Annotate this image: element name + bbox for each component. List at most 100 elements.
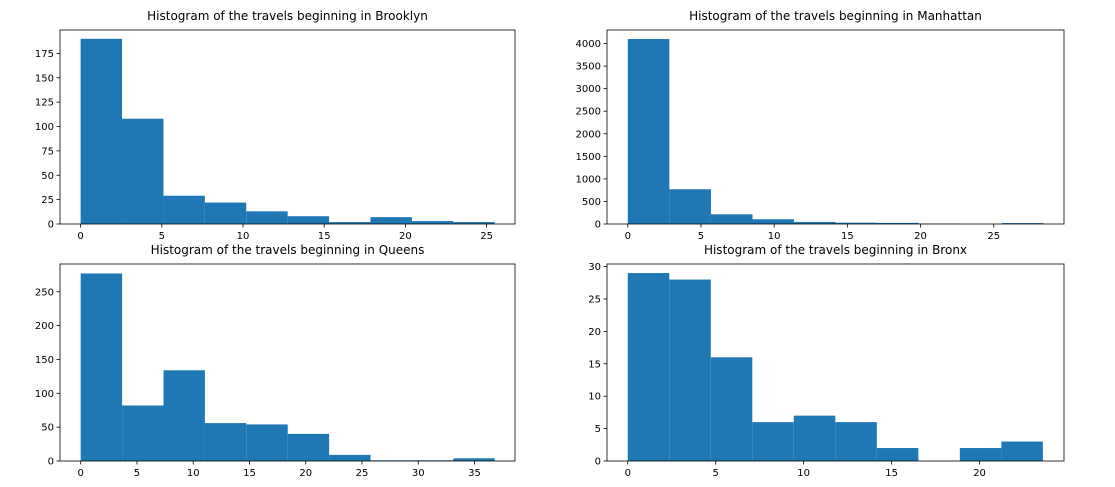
x-tick-label: 25: [480, 231, 493, 242]
subplot-bronx: Histogram of the travels beginning in Br…: [588, 243, 1065, 479]
y-tick-label: 75: [41, 146, 54, 157]
histogram-bar: [80, 38, 123, 225]
x-tick-label: 5: [134, 468, 140, 479]
y-tick-label: 3000: [576, 84, 601, 95]
axes-frame: [59, 263, 516, 462]
y-tick-label: 0: [595, 220, 601, 231]
histogram-bar: [204, 423, 247, 461]
y-tick-label: 1500: [576, 152, 601, 163]
x-tick-label: 20: [914, 231, 927, 242]
histogram-bar: [710, 357, 753, 461]
histogram-bar: [370, 217, 412, 224]
histogram-bar: [246, 211, 288, 224]
histogram-bar: [627, 39, 670, 224]
x-tick-label: 15: [841, 231, 854, 242]
x-tick-label: 0: [625, 231, 631, 242]
x-tick-label: 25: [987, 231, 1000, 242]
axes-frame: [606, 29, 1065, 225]
x-tick-label: 10: [187, 468, 200, 479]
y-tick-label: 1000: [576, 174, 601, 185]
y-tick-label: 15: [588, 359, 601, 370]
histogram-bar: [453, 222, 495, 224]
histogram-bar: [80, 273, 123, 461]
y-tick-label: 3500: [576, 62, 601, 73]
x-tick-label: 20: [399, 231, 412, 242]
subplot-brooklyn: Histogram of the travels beginning in Br…: [35, 9, 516, 242]
x-tick-label: 10: [797, 468, 810, 479]
x-tick-label: 0: [77, 231, 83, 242]
subplot-queens: Histogram of the travels beginning in Qu…: [35, 243, 516, 479]
x-tick-label: 5: [713, 468, 719, 479]
axes-frame: [59, 29, 516, 225]
x-tick-label: 20: [299, 468, 312, 479]
y-tick-label: 500: [582, 197, 601, 208]
histogram-bar: [122, 118, 164, 224]
histogram-bar: [835, 422, 877, 461]
histogram-bar: [752, 422, 794, 461]
histogram-bar: [876, 448, 919, 461]
y-tick-label: 200: [35, 321, 54, 332]
y-tick-label: 175: [35, 49, 54, 60]
x-tick-label: 15: [243, 468, 256, 479]
histogram-bar: [287, 216, 330, 224]
histogram-bar: [163, 370, 205, 461]
histogram-bar: [877, 222, 919, 224]
x-tick-label: 5: [159, 231, 165, 242]
chart-title: Histogram of the travels beginning in Br…: [147, 9, 428, 23]
y-tick-label: 250: [35, 287, 54, 298]
y-tick-label: 150: [35, 355, 54, 366]
y-tick-label: 0: [595, 457, 601, 468]
x-tick-label: 10: [237, 231, 250, 242]
histogram-bar: [246, 424, 288, 461]
y-tick-label: 10: [588, 392, 601, 403]
y-tick-label: 4000: [576, 39, 601, 50]
y-tick-label: 0: [48, 220, 54, 231]
chart-title: Histogram of the travels beginning in Qu…: [151, 243, 425, 257]
x-tick-label: 15: [318, 231, 331, 242]
histogram-bar: [411, 221, 454, 224]
x-tick-label: 0: [625, 468, 631, 479]
x-tick-label: 35: [468, 468, 481, 479]
chart-title: Histogram of the travels beginning in Ma…: [689, 9, 982, 23]
y-tick-label: 150: [35, 73, 54, 84]
x-tick-label: 15: [885, 468, 898, 479]
x-tick-label: 30: [412, 468, 425, 479]
y-tick-label: 30: [588, 262, 601, 273]
histogram-bar: [163, 195, 205, 224]
histogram-bar: [752, 219, 795, 224]
histogram-bar: [669, 189, 711, 224]
histogram-bar: [287, 433, 330, 461]
histogram-bar: [204, 202, 247, 224]
chart-title: Histogram of the travels beginning in Br…: [704, 243, 967, 257]
y-tick-label: 100: [35, 389, 54, 400]
histogram-bar: [122, 405, 164, 461]
y-tick-label: 0: [48, 457, 54, 468]
x-tick-label: 10: [768, 231, 781, 242]
y-tick-label: 20: [588, 327, 601, 338]
y-tick-label: 100: [35, 122, 54, 133]
histogram-bar: [669, 279, 711, 461]
histogram-bar: [329, 222, 371, 224]
x-tick-label: 5: [698, 231, 704, 242]
histogram-bar: [793, 415, 836, 461]
y-tick-label: 125: [35, 98, 54, 109]
subplot-manhattan: Histogram of the travels beginning in Ma…: [576, 9, 1065, 242]
histogram-bar: [627, 273, 670, 461]
y-tick-label: 5: [595, 424, 601, 435]
histogram-bar: [1001, 441, 1043, 461]
y-tick-label: 25: [41, 195, 54, 206]
histogram-bar: [453, 458, 495, 461]
x-tick-label: 20: [973, 468, 986, 479]
axes-frame: [606, 263, 1065, 462]
histogram-bar: [959, 448, 1002, 461]
y-tick-label: 2500: [576, 107, 601, 118]
histogram-bar: [329, 454, 371, 461]
histogram-bar: [1001, 223, 1044, 224]
histogram-bar: [710, 214, 753, 224]
y-tick-label: 2000: [576, 129, 601, 140]
histogram-bar: [794, 221, 836, 224]
x-tick-label: 25: [356, 468, 369, 479]
histogram-bar: [835, 222, 878, 224]
y-tick-label: 50: [41, 171, 54, 182]
